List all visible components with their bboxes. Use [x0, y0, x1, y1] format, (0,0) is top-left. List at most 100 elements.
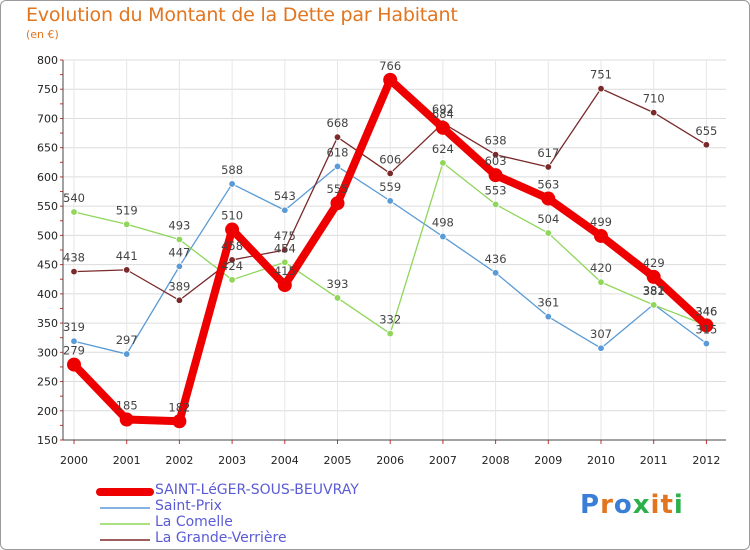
data-point-3 — [281, 246, 289, 254]
data-point-2 — [439, 159, 447, 167]
logo-letter: i — [650, 490, 661, 520]
data-label-3: 458 — [221, 239, 243, 253]
logo-letter: r — [600, 490, 614, 520]
data-point-3 — [228, 256, 236, 264]
data-point-2 — [70, 208, 78, 216]
data-point-2 — [175, 235, 184, 244]
x-tick-label: 2001 — [113, 454, 141, 467]
data-point-2 — [650, 301, 658, 309]
data-point-2 — [544, 229, 552, 237]
data-label-2: 553 — [485, 183, 507, 197]
data-label-3: 606 — [379, 152, 401, 166]
data-point-3 — [597, 84, 605, 93]
data-label-0: 684 — [432, 107, 454, 121]
data-point-1 — [333, 162, 342, 171]
logo-letter: t — [660, 490, 674, 520]
y-tick-label: 400 — [37, 288, 58, 301]
y-tick-label: 550 — [37, 200, 58, 213]
x-tick-label: 2003 — [218, 454, 246, 467]
data-point-0 — [330, 196, 345, 211]
data-label-2: 393 — [327, 277, 349, 291]
x-tick-label: 2000 — [60, 454, 88, 467]
data-label-0: 766 — [379, 59, 401, 73]
data-label-3: 710 — [643, 92, 665, 106]
data-point-0 — [119, 412, 134, 427]
data-label-2: 624 — [432, 142, 454, 156]
data-label-0: 185 — [116, 399, 138, 413]
data-label-3: 617 — [537, 146, 559, 160]
data-label-1: 559 — [379, 180, 401, 194]
data-point-0 — [488, 168, 503, 183]
data-point-1 — [544, 312, 552, 321]
y-tick-label: 200 — [37, 405, 58, 418]
y-tick-label: 750 — [37, 83, 58, 96]
data-label-0: 429 — [643, 256, 665, 270]
data-label-2: 420 — [590, 261, 612, 275]
data-point-2 — [281, 258, 289, 266]
proxiti-logo: Proxiti — [580, 490, 684, 520]
data-point-2 — [491, 200, 500, 209]
data-label-0: 603 — [485, 154, 507, 168]
data-point-3 — [70, 267, 78, 276]
data-label-1: 382 — [643, 283, 665, 297]
data-label-1: 498 — [432, 216, 454, 230]
y-tick-label: 350 — [37, 317, 58, 330]
data-point-0 — [435, 120, 450, 135]
data-point-1 — [175, 262, 184, 271]
x-tick-label: 2008 — [482, 454, 510, 467]
data-label-3: 389 — [168, 279, 190, 293]
y-tick-label: 450 — [37, 259, 58, 272]
x-tick-label: 2005 — [324, 454, 352, 467]
data-label-3: 475 — [274, 229, 296, 243]
x-tick-label: 2010 — [587, 454, 615, 467]
data-label-2: 381 — [643, 284, 665, 298]
chart-unit-label: (en €) — [26, 28, 59, 41]
data-point-0 — [172, 414, 187, 429]
data-label-2: 332 — [379, 313, 401, 327]
data-label-3: 692 — [432, 102, 454, 116]
y-tick-label: 500 — [37, 229, 58, 242]
data-label-1: 315 — [695, 323, 717, 337]
data-point-0 — [541, 191, 556, 206]
logo-letter: i — [673, 490, 684, 520]
data-point-2 — [122, 220, 131, 228]
data-point-0 — [225, 222, 240, 237]
data-point-1 — [439, 232, 447, 241]
data-label-0: 499 — [590, 215, 612, 229]
data-point-3 — [491, 151, 500, 159]
data-point-3 — [386, 169, 394, 178]
data-label-1: 436 — [485, 252, 507, 266]
data-label-0: 346 — [695, 304, 717, 318]
data-label-3: 438 — [63, 251, 85, 265]
x-tick-label: 2011 — [640, 454, 668, 467]
data-label-3: 638 — [485, 134, 507, 148]
y-tick-label: 800 — [37, 54, 58, 67]
data-point-0 — [646, 269, 661, 284]
x-tick-label: 2004 — [271, 454, 299, 467]
data-label-1: 361 — [537, 296, 559, 310]
data-point-2 — [228, 276, 236, 284]
y-tick-label: 650 — [37, 142, 58, 155]
data-label-3: 441 — [116, 249, 138, 263]
data-label-2: 424 — [221, 259, 243, 273]
logo-letter: x — [632, 490, 651, 520]
data-label-1: 618 — [327, 145, 349, 159]
data-point-2 — [386, 329, 394, 338]
chart-title: Evolution du Montant de la Dette par Hab… — [26, 4, 458, 26]
data-point-0 — [594, 228, 608, 243]
data-point-0 — [277, 278, 292, 293]
data-label-0: 555 — [327, 182, 349, 196]
x-tick-label: 2002 — [165, 454, 193, 467]
data-label-3: 751 — [590, 68, 612, 82]
data-point-1 — [491, 269, 500, 277]
y-tick-label: 250 — [37, 376, 58, 389]
data-point-1 — [281, 206, 289, 214]
y-tick-label: 600 — [37, 171, 58, 184]
x-tick-label: 2007 — [429, 454, 457, 467]
data-point-3 — [333, 133, 342, 141]
x-tick-label: 2009 — [534, 454, 562, 467]
data-label-0: 415 — [274, 264, 296, 278]
y-tick-label: 700 — [37, 112, 58, 125]
data-point-1 — [597, 344, 605, 352]
